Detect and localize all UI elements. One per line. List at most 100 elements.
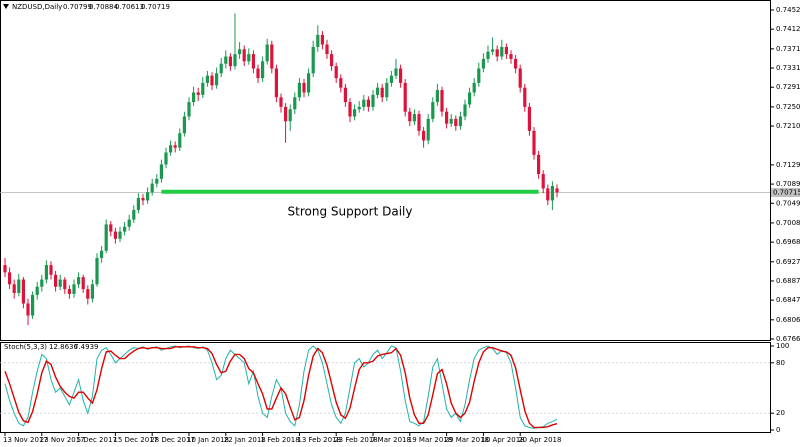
y-tick-label: 0.7291 [776,83,800,91]
stoch-d-label: 7.4939 [74,343,99,351]
stoch-panel [0,342,771,433]
candle-body [169,145,173,153]
candle-body [178,133,182,148]
candle-body [86,289,90,299]
candle-body [500,46,504,57]
candle-body [458,116,462,127]
candle-body [403,82,407,112]
candle-body [192,92,196,103]
candle-body [242,49,246,62]
close-label: 0.70719 [141,3,170,11]
candle-body [35,286,39,295]
candle-body [449,118,453,124]
candle-body [541,174,545,189]
candle-body [150,183,154,193]
candle-body [182,116,186,134]
support-label: Strong Support Daily [288,204,413,218]
candle-body [343,87,347,103]
candle-body [417,114,421,131]
candle-body [546,188,550,201]
candle-body [100,250,104,258]
x-tick-label: 23 Feb 2018 [334,436,378,444]
candle-body [146,192,150,201]
candle-body [426,118,430,141]
candle-body [63,279,67,290]
candle-body [357,106,361,110]
candle-body [44,265,48,280]
candle-body [90,284,94,299]
candle-body [302,82,306,93]
y2-tick-label: 0 [776,426,780,434]
x-tick-label: 19 Mar 2018 [408,436,452,444]
x-tick-label: 20 Apr 2018 [518,436,561,444]
candle-body [238,49,242,55]
candle-body [81,277,85,290]
candle-body [247,54,251,62]
candle-body [385,82,389,98]
candle-body [468,92,472,105]
candle-body [219,63,223,74]
candle-body [399,68,403,83]
x-tick-label: 22 Jan 2018 [224,436,266,444]
high-label: 0.70884 [89,3,118,11]
candle-body [270,44,274,69]
candle-body [54,274,58,287]
candle-body [77,277,81,285]
candle-body [316,34,320,47]
candle-body [58,279,62,287]
candle-body [104,224,108,251]
candle-body [454,118,458,127]
candle-body [228,56,232,67]
candle-body [132,209,136,220]
candle-body [141,198,145,201]
candle-body [550,186,554,201]
stoch-line [4,346,558,429]
candle-body [109,224,113,232]
menu-arrow[interactable] [3,4,9,9]
candle-body [49,265,53,275]
y-tick-label: 0.67660 [776,335,800,343]
candle-body [251,54,255,69]
candle-body [362,99,366,107]
candle-body [8,272,12,285]
x-tick-label: 1 Feb 2018 [261,436,300,444]
candle-body [67,289,71,294]
candle-body [431,102,435,119]
y2-tick-label: 80 [776,359,785,367]
candle-body [532,130,536,155]
candle-body [136,198,140,210]
candle-body [348,102,352,117]
symbol-label: NZDUSD,Daily [12,3,62,11]
low-label: 0.70613 [115,3,144,11]
candle-body [555,188,559,193]
stoch-k-label: 12.8636 [49,343,78,351]
candle-body [477,68,481,83]
candle-body [95,257,99,285]
open-label: 0.70799 [63,3,92,11]
candle-body [366,99,370,107]
x-tick-label: 7 Mar 2018 [371,436,411,444]
candle-body [274,68,278,98]
stoch-title: Stoch(5,3,3) [4,343,47,351]
candle-body [31,294,35,316]
candle-body [123,226,127,232]
candle-body [339,78,343,88]
candle-body [440,90,444,112]
candle-body [514,58,518,69]
x-tick-label: 23 Nov 2017 [40,436,85,444]
candle-body [518,68,522,88]
candle-body [288,109,292,122]
candle-body [293,97,297,110]
candle-body [463,104,467,117]
main-panel [0,0,771,341]
